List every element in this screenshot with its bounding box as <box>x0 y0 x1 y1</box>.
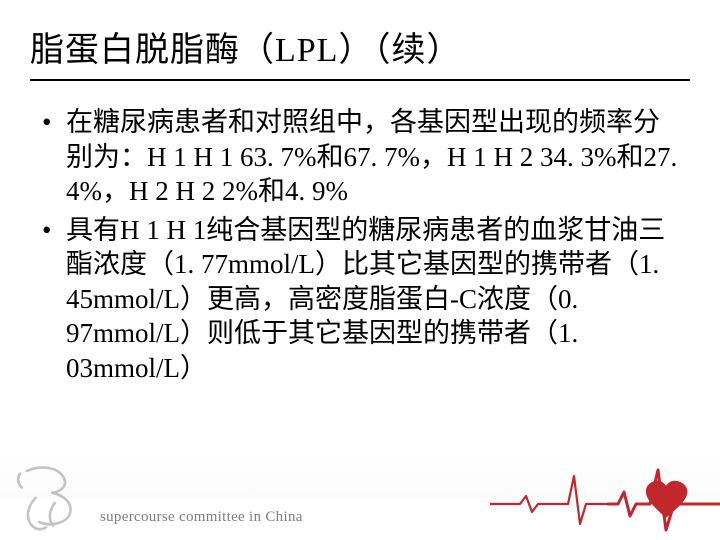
slide: 脂蛋白脱脂酶（LPL）（续） 在糖尿病患者和对照组中，各基因型出现的频率分别为：… <box>0 0 720 540</box>
title-underline <box>30 79 690 81</box>
ecg-icon <box>490 464 720 534</box>
footer-text: supercourse committee in China <box>100 509 303 526</box>
bullet-list: 在糖尿病患者和对照组中，各基因型出现的频率分别为：H 1 H 1 63. 7%和… <box>30 105 690 385</box>
slide-title: 脂蛋白脱脂酶（LPL）（续） <box>30 22 690 79</box>
calligraphy-icon <box>8 458 98 536</box>
bullet-item: 在糖尿病患者和对照组中，各基因型出现的频率分别为：H 1 H 1 63. 7%和… <box>36 105 684 209</box>
slide-footer: supercourse committee in China <box>0 454 720 540</box>
bullet-item: 具有H 1 H 1纯合基因型的糖尿病患者的血浆甘油三酯浓度（1. 77mmol/… <box>36 213 684 386</box>
